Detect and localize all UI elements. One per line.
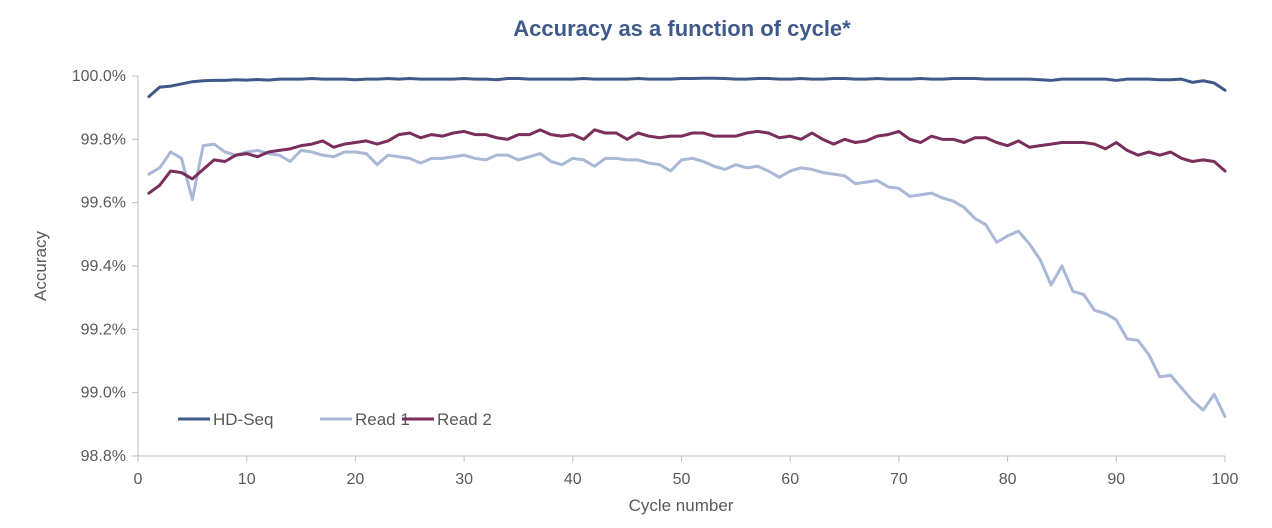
x-tick-label: 60 — [781, 471, 799, 488]
y-tick-label: 99.4% — [81, 258, 126, 275]
y-tick-label: 98.8% — [81, 448, 126, 465]
legend-label: HD-Seq — [213, 410, 273, 429]
x-tick-label: 100 — [1212, 471, 1239, 488]
x-tick-label: 0 — [134, 471, 143, 488]
series-line-read-2 — [147, 128, 1227, 195]
x-tick-label: 30 — [455, 471, 473, 488]
y-tick-label: 100.0% — [72, 68, 126, 85]
x-axis-label: Cycle number — [629, 496, 734, 515]
x-tick-label: 50 — [673, 471, 691, 488]
y-axis-label: Accuracy — [31, 231, 50, 301]
x-tick-label: 10 — [238, 471, 256, 488]
series-line-read-1 — [147, 142, 1227, 418]
chart-title: Accuracy as a function of cycle* — [513, 16, 851, 41]
y-tick-label: 99.2% — [81, 321, 126, 338]
x-tick-label: 70 — [890, 471, 908, 488]
legend-label: Read 1 — [355, 410, 410, 429]
x-tick-label: 40 — [564, 471, 582, 488]
y-tick-label: 99.8% — [81, 131, 126, 148]
series-lines — [147, 76, 1227, 418]
legend-label: Read 2 — [437, 410, 492, 429]
x-tick-label: 20 — [347, 471, 365, 488]
y-axis-ticks: 98.8% 99.0% 99.2% 99.4% 99.6% 99.8% 100.0% — [72, 68, 138, 465]
x-axis-ticks: 0 10 20 30 40 50 60 70 80 90 100 — [134, 456, 1239, 488]
x-tick-label: 90 — [1107, 471, 1125, 488]
series-line-hd-seq — [147, 76, 1227, 99]
x-tick-label: 80 — [999, 471, 1017, 488]
y-tick-label: 99.0% — [81, 385, 126, 402]
legend: HD-Seq Read 1 Read 2 — [178, 410, 492, 429]
y-tick-label: 99.6% — [81, 195, 126, 212]
